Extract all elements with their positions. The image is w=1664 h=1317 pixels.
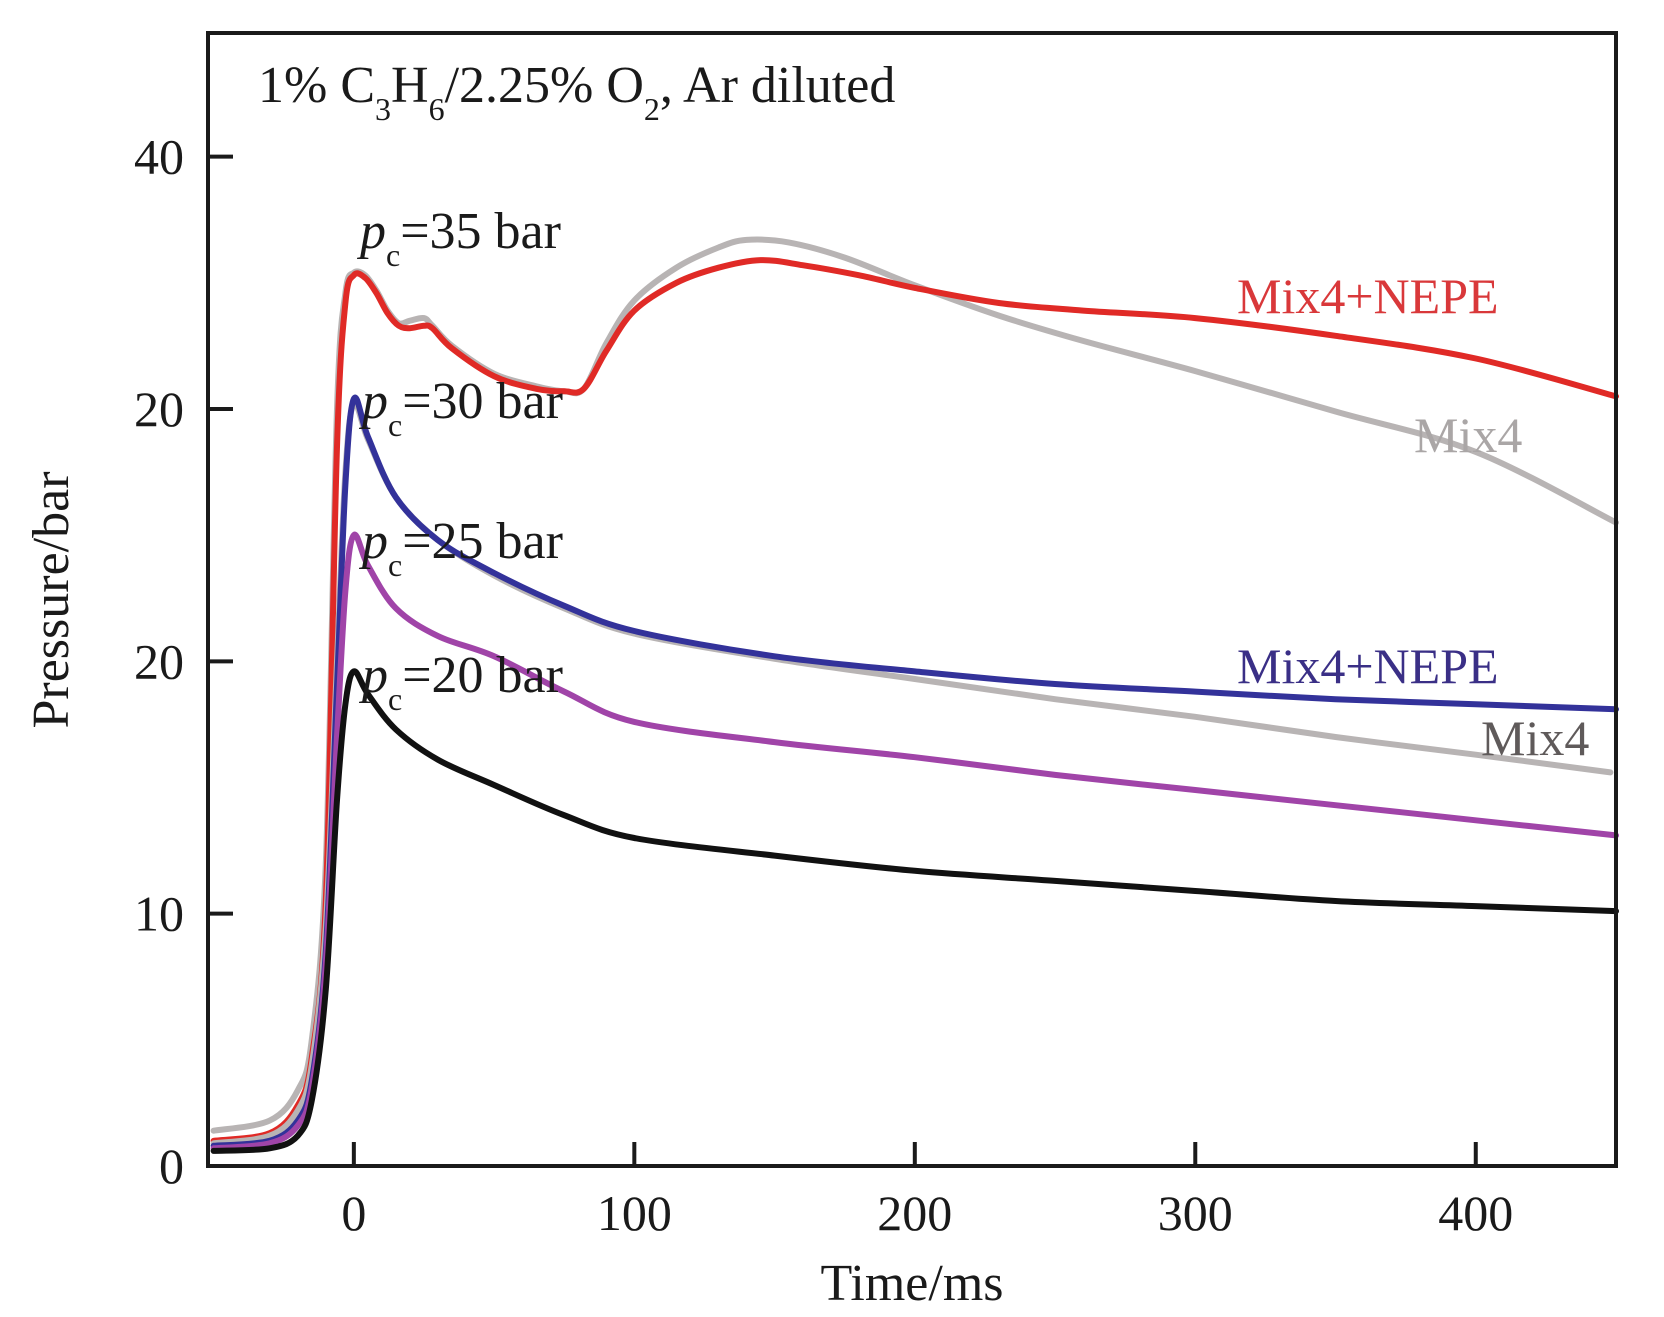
series-label-mix4-30: Mix4 [1481, 710, 1589, 766]
series-label-mix4-nepe-30: Mix4+NEPE [1237, 638, 1499, 694]
annotation-pc20: pc=20 bar [358, 647, 563, 717]
x-tick-label: 0 [341, 1185, 366, 1241]
y-axis-ticks: 0 10 20 20 40 [134, 129, 233, 1194]
x-axis-ticks: 0 100 200 300 400 [341, 1142, 1513, 1241]
series-label-mix4-35: Mix4 [1414, 407, 1522, 463]
annotation-pc35: pc=35 bar [356, 203, 561, 273]
y-tick-label: 40 [134, 129, 184, 185]
y-tick-label: 0 [159, 1138, 184, 1194]
annotation-pc25: pc=25 bar [358, 513, 563, 583]
x-axis-title: Time/ms [820, 1255, 1003, 1312]
x-tick-label: 400 [1438, 1185, 1513, 1241]
x-tick-label: 200 [877, 1185, 952, 1241]
series-label-mix4-nepe-35: Mix4+NEPE [1237, 268, 1499, 324]
x-tick-label: 300 [1158, 1185, 1233, 1241]
y-tick-label: 10 [134, 886, 184, 942]
x-tick-label: 100 [597, 1185, 672, 1241]
y-tick-label: 20 [134, 381, 184, 437]
plot-frame [206, 31, 1618, 1168]
mixture-annotation: 1% C3H6/2.25% O2, Ar diluted [258, 57, 895, 127]
y-axis-title: Pressure/bar [23, 471, 80, 728]
series-layer [210, 236, 1619, 1154]
annotation-pc30: pc=30 bar [358, 373, 563, 443]
series-line-pc-20-bar [210, 668, 1619, 1154]
series-line-pc-25-bar [210, 531, 1619, 1152]
y-tick-label: 20 [134, 633, 184, 689]
series-line-pc-35-bar-mix4-nepe [210, 257, 1619, 1144]
series-line-pc-30-bar-mix4-nepe [210, 394, 1619, 1149]
